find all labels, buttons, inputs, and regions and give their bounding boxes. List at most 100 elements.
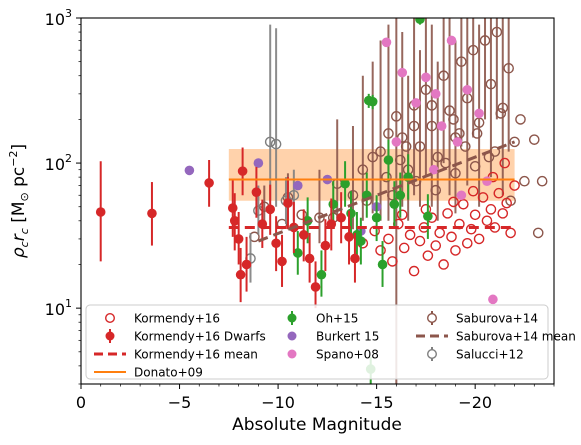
y-tick-label: 101 — [45, 297, 72, 319]
legend-marker — [105, 331, 115, 341]
data-point — [515, 114, 526, 125]
data-point — [450, 245, 461, 256]
legend-label: Donato+09 — [134, 366, 203, 380]
data-point — [461, 237, 473, 249]
data-point — [444, 105, 455, 116]
data-point — [509, 180, 520, 191]
data-point — [391, 137, 402, 147]
data-point — [446, 35, 457, 46]
data-point — [314, 212, 325, 224]
data-point — [292, 180, 303, 191]
legend-item: Saburova+14 mean — [416, 330, 576, 344]
data-point — [456, 190, 467, 201]
legend-label: Kormendy+16 — [134, 312, 220, 326]
data-point — [438, 259, 449, 270]
data-point — [398, 242, 410, 254]
data-point — [396, 209, 408, 221]
data-point — [474, 108, 484, 119]
saburova-mean-line — [257, 140, 516, 243]
legend-marker — [427, 349, 438, 360]
data-point — [395, 190, 406, 201]
data-point — [532, 227, 544, 239]
data-point — [493, 187, 505, 199]
data-point — [394, 154, 406, 166]
data-point — [448, 114, 459, 125]
data-point — [277, 256, 287, 267]
x-tick-label: −5 — [168, 393, 192, 412]
data-point — [283, 198, 293, 208]
data-point — [357, 164, 369, 176]
data-point — [430, 89, 441, 99]
series-kormendy-16 — [357, 157, 520, 277]
data-point — [497, 102, 509, 114]
data-point — [346, 208, 356, 219]
legend-label: Kormendy+16 Dwarfs — [134, 330, 266, 344]
data-point — [491, 26, 503, 38]
data-point — [350, 253, 360, 264]
data-point — [367, 96, 378, 107]
data-point — [488, 294, 498, 305]
data-point — [432, 151, 444, 163]
legend-marker — [427, 313, 438, 324]
data-point — [204, 178, 214, 188]
data-point — [316, 269, 327, 280]
legend-item: Donato+09 — [94, 366, 203, 380]
data-point — [253, 158, 264, 168]
data-point — [391, 111, 402, 122]
data-point — [270, 138, 282, 150]
legend-label: Saburova+14 — [456, 312, 538, 326]
data-point — [347, 189, 359, 201]
x-tick-label: 0 — [76, 393, 86, 412]
data-point — [296, 209, 308, 221]
legend-label: Salucci+12 — [456, 348, 524, 362]
data-point — [482, 176, 492, 186]
data-point — [336, 212, 346, 223]
data-point — [147, 208, 157, 219]
data-point — [485, 78, 497, 90]
data-point — [458, 198, 469, 210]
data-point — [375, 245, 386, 256]
data-point — [310, 282, 321, 292]
legend-label: Saburova+14 mean — [456, 330, 576, 344]
data-point — [465, 223, 477, 235]
data-point — [271, 238, 281, 249]
data-point — [227, 203, 238, 213]
data-point — [320, 240, 331, 251]
data-point — [442, 208, 453, 219]
data-point — [408, 120, 420, 132]
data-point — [383, 155, 394, 165]
data-point — [485, 204, 497, 215]
data-point — [460, 141, 471, 152]
legend-item: Oh+15 — [287, 311, 358, 326]
data-point — [467, 185, 479, 197]
data-point — [414, 141, 426, 152]
data-point — [428, 164, 439, 175]
data-point — [503, 63, 514, 74]
data-point — [397, 67, 408, 78]
data-point — [462, 84, 473, 95]
data-point — [229, 216, 240, 226]
data-point — [519, 175, 530, 187]
data-point — [426, 120, 438, 132]
data-point — [288, 189, 300, 201]
data-point — [328, 199, 339, 210]
data-point — [467, 44, 479, 56]
y-tick-label: 103 — [45, 7, 72, 29]
plot-area — [95, 18, 548, 384]
data-point — [495, 108, 507, 119]
legend-marker — [287, 313, 297, 323]
data-point — [473, 233, 485, 245]
data-point — [414, 235, 426, 247]
data-point — [265, 204, 276, 215]
data-point — [477, 192, 489, 203]
x-tick-label: −15 — [360, 393, 394, 412]
legend-item: Kormendy+16 Dwarfs — [105, 329, 266, 344]
data-point — [430, 240, 442, 251]
data-point — [375, 146, 386, 157]
data-point — [383, 128, 394, 139]
data-point — [235, 269, 246, 280]
data-point — [237, 166, 248, 176]
data-point — [298, 230, 309, 240]
data-point — [383, 233, 394, 245]
